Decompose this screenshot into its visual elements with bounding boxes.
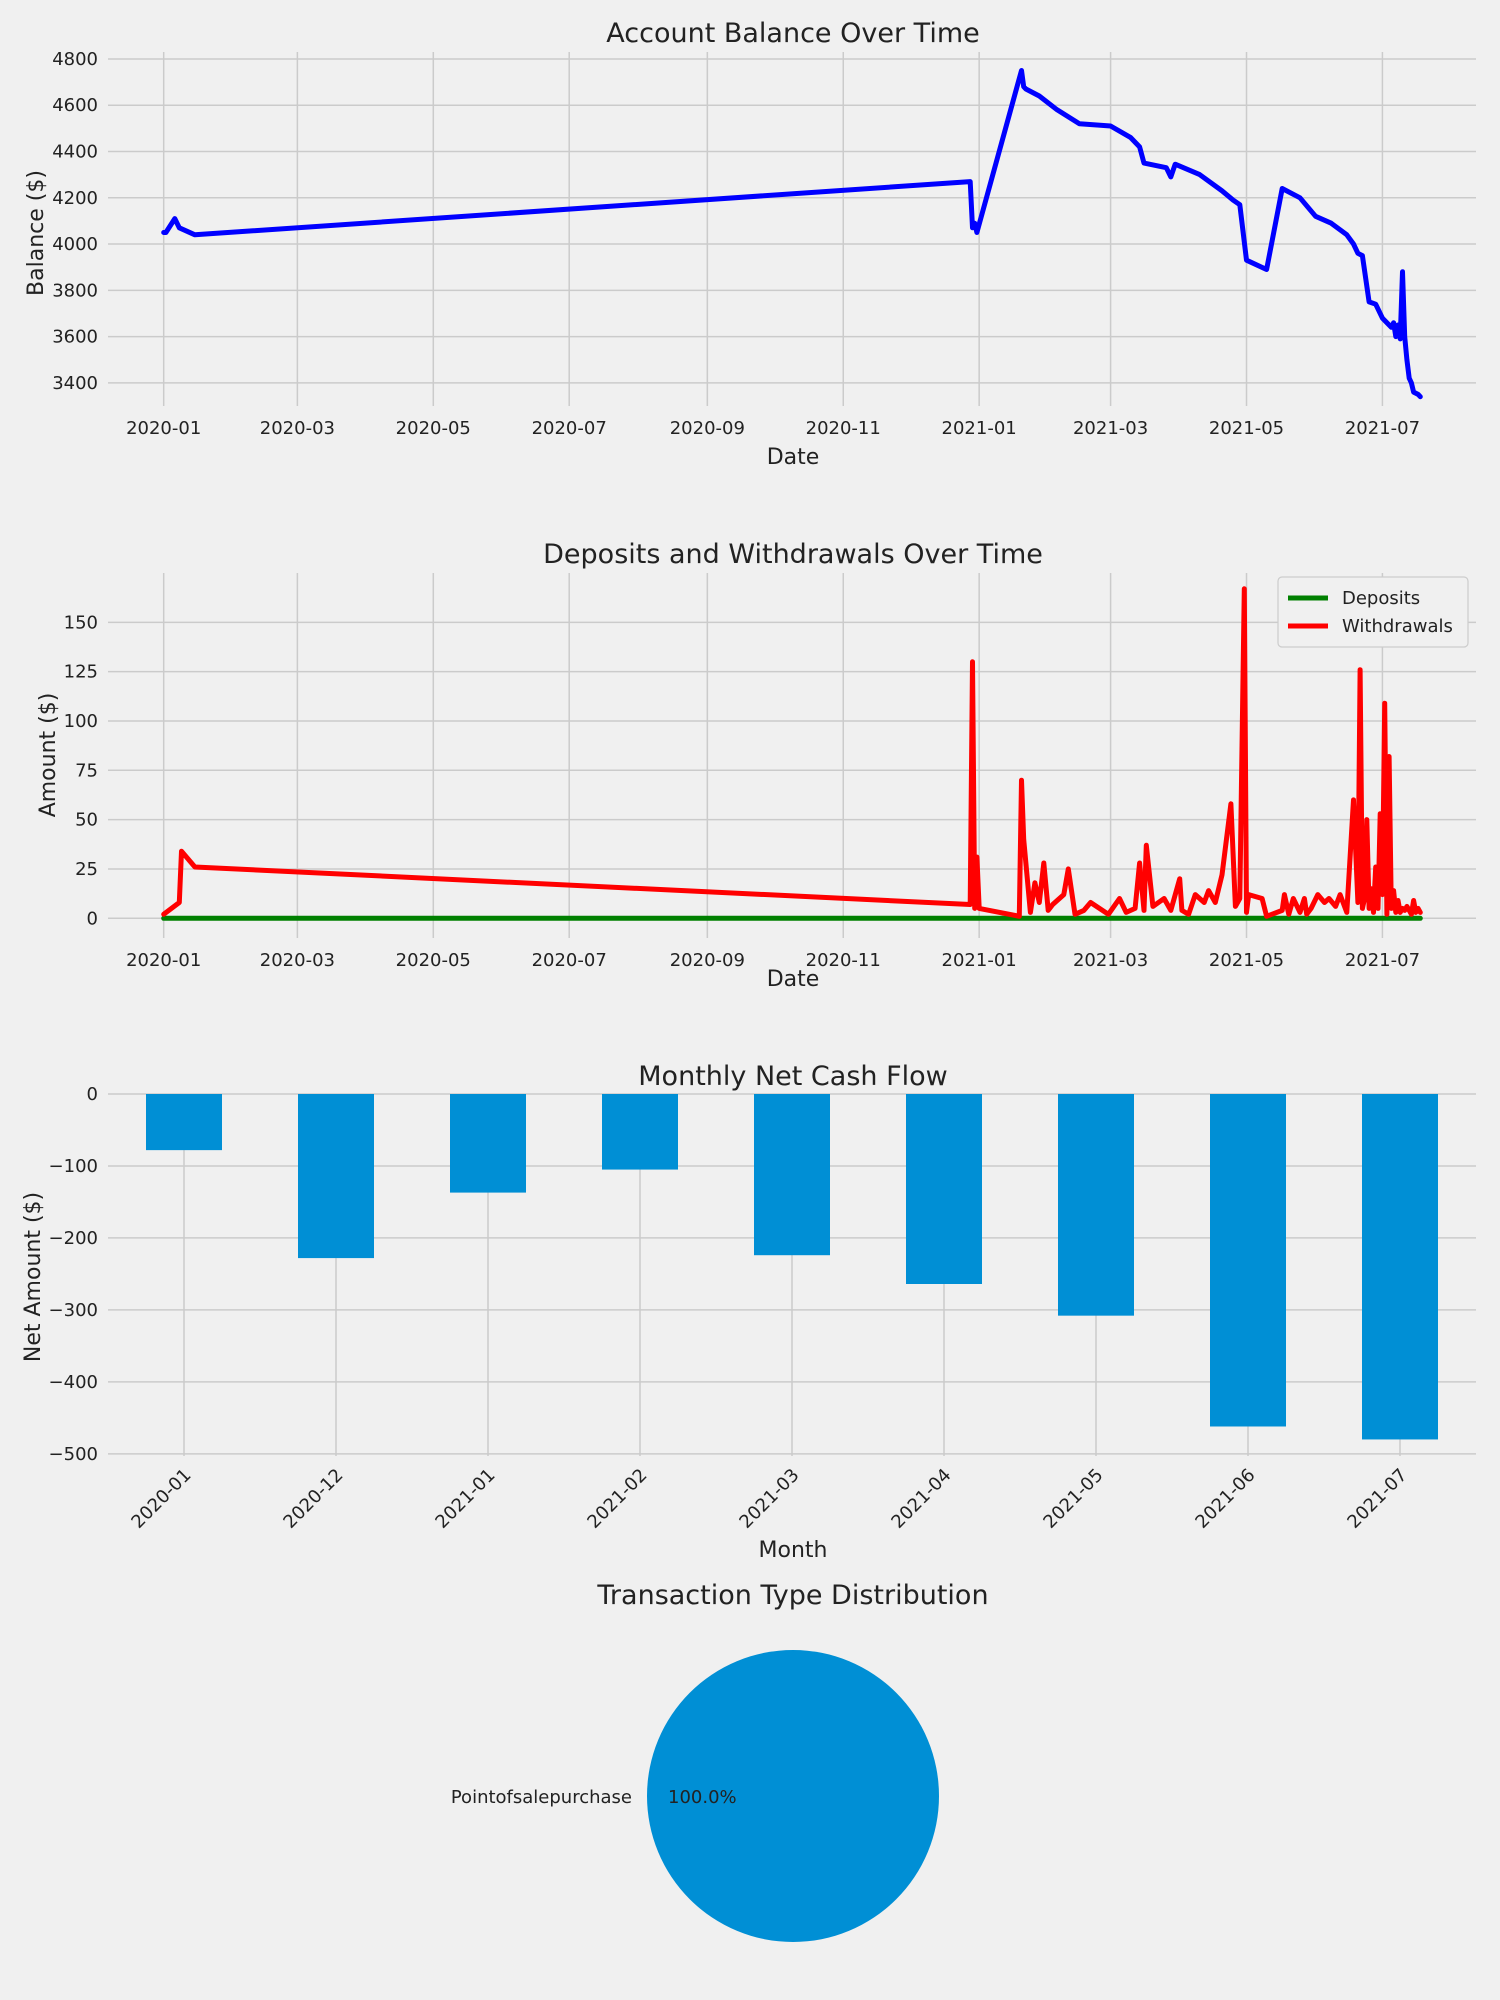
y-tick-label: 125 bbox=[64, 662, 98, 683]
y-tick-label: 0 bbox=[87, 908, 98, 929]
balance-y-axis-label: Balance ($) bbox=[24, 170, 49, 296]
netflow-y-axis-label: Net Amount ($) bbox=[21, 1192, 46, 1362]
x-tick-label: 2020-09 bbox=[670, 418, 745, 439]
y-tick-label: 4600 bbox=[52, 95, 98, 116]
y-tick-label: 3800 bbox=[52, 280, 98, 301]
bar-2021-01 bbox=[450, 1094, 526, 1193]
netflow-y-ticks: 0 −100 −200 −300 −400 −500 bbox=[49, 1084, 98, 1465]
x-tick-label: 2020-03 bbox=[260, 950, 335, 971]
y-tick-label: −400 bbox=[49, 1372, 98, 1393]
x-tick-label: 2021-07 bbox=[1345, 950, 1420, 971]
x-tick-label: 2021-03 bbox=[1073, 418, 1148, 439]
x-tick-label: 2020-11 bbox=[806, 418, 881, 439]
y-tick-label: 100 bbox=[64, 711, 98, 732]
x-tick-label: 2020-01 bbox=[126, 418, 201, 439]
balance-series bbox=[161, 68, 1423, 400]
pie-slice-label: Pointofsalepurchase bbox=[451, 1787, 632, 1808]
pie-slice-pointofsalepurchase bbox=[647, 1650, 939, 1942]
x-tick-label: 2020-09 bbox=[670, 950, 745, 971]
y-tick-label: 50 bbox=[75, 810, 98, 831]
y-tick-label: 25 bbox=[75, 859, 98, 880]
netflow-bars bbox=[146, 1094, 1438, 1440]
x-tick-label: 2020-07 bbox=[532, 418, 607, 439]
flows-x-axis-label: Date bbox=[767, 967, 820, 992]
pie-chart-title: Transaction Type Distribution bbox=[596, 1580, 988, 1611]
deposits-withdrawals-chart: Deposits and Withdrawals Over Time Date … bbox=[36, 539, 1476, 992]
x-tick-label: 2020-05 bbox=[396, 950, 471, 971]
netflow-chart-title: Monthly Net Cash Flow bbox=[638, 1061, 947, 1092]
x-tick-label: 2021-07 bbox=[1345, 418, 1420, 439]
x-tick-label: 2021-01 bbox=[942, 950, 1017, 971]
y-tick-label: −300 bbox=[49, 1300, 98, 1321]
balance-y-ticks: 3400 3600 3800 4000 4200 4400 4600 4800 bbox=[52, 49, 98, 394]
y-tick-label: 3600 bbox=[52, 327, 98, 348]
balance-chart: Account Balance Over Time Date Balance (… bbox=[24, 18, 1476, 470]
y-tick-label: 4400 bbox=[52, 141, 98, 162]
x-tick-label: 2020-07 bbox=[532, 950, 607, 971]
balance-chart-title: Account Balance Over Time bbox=[606, 18, 979, 49]
bar-2021-02 bbox=[602, 1094, 678, 1170]
transaction-type-chart: Transaction Type Distribution Pointofsal… bbox=[451, 1580, 989, 1942]
bar-2021-04 bbox=[906, 1094, 982, 1284]
x-tick-label: 2021-03 bbox=[1073, 950, 1148, 971]
flows-series bbox=[161, 586, 1423, 921]
x-tick-label: 2021-01 bbox=[942, 418, 1017, 439]
x-tick-label: 2020-05 bbox=[396, 418, 471, 439]
x-tick-label: 2020-01 bbox=[126, 950, 201, 971]
balance-x-axis-label: Date bbox=[767, 445, 820, 470]
balance-grid bbox=[108, 52, 1476, 406]
x-tick-label: 2021-05 bbox=[1209, 418, 1284, 439]
balance-x-ticks: 2020-01 2020-03 2020-05 2020-07 2020-09 2020-… bbox=[126, 418, 1420, 439]
bar-2021-03 bbox=[754, 1094, 830, 1256]
y-tick-label: 4000 bbox=[52, 234, 98, 255]
pie-slices: Pointofsalepurchase 100.0% bbox=[451, 1650, 939, 1942]
y-tick-label: 150 bbox=[64, 612, 98, 633]
y-tick-label: 4800 bbox=[52, 49, 98, 70]
pie-slice-percent: 100.0% bbox=[668, 1787, 737, 1808]
withdrawals-line bbox=[161, 586, 1423, 919]
bar-2020-12 bbox=[298, 1094, 374, 1259]
flows-chart-title: Deposits and Withdrawals Over Time bbox=[543, 539, 1043, 570]
y-tick-label: −200 bbox=[49, 1228, 98, 1249]
flows-y-axis-label: Amount ($) bbox=[36, 693, 61, 818]
flows-x-ticks: 2020-01 2020-03 2020-05 2020-07 2020-09 2020-… bbox=[126, 950, 1420, 971]
y-tick-label: 4200 bbox=[52, 188, 98, 209]
balance-line bbox=[161, 68, 1423, 400]
bar-2020-01 bbox=[146, 1094, 222, 1151]
y-tick-label: 75 bbox=[75, 760, 98, 781]
x-tick-label: 2020-03 bbox=[260, 418, 335, 439]
x-tick-label: 2020-11 bbox=[806, 950, 881, 971]
legend-deposits-label: Deposits bbox=[1342, 588, 1420, 609]
y-tick-label: 0 bbox=[87, 1084, 98, 1105]
netflow-x-axis-label: Month bbox=[759, 1538, 828, 1563]
bar-2021-06 bbox=[1210, 1094, 1286, 1427]
bar-2021-07 bbox=[1362, 1094, 1438, 1440]
x-tick-label: 2021-05 bbox=[1209, 950, 1284, 971]
legend-withdrawals-label: Withdrawals bbox=[1342, 616, 1453, 637]
flows-legend: Deposits Withdrawals bbox=[1277, 576, 1469, 648]
y-tick-label: −100 bbox=[49, 1156, 98, 1177]
y-tick-label: 3400 bbox=[52, 373, 98, 394]
legend-box bbox=[1277, 576, 1469, 648]
y-tick-label: −500 bbox=[49, 1444, 98, 1465]
bar-2021-05 bbox=[1058, 1094, 1134, 1316]
flows-y-ticks: 0 25 50 75 100 125 150 bbox=[64, 612, 98, 929]
